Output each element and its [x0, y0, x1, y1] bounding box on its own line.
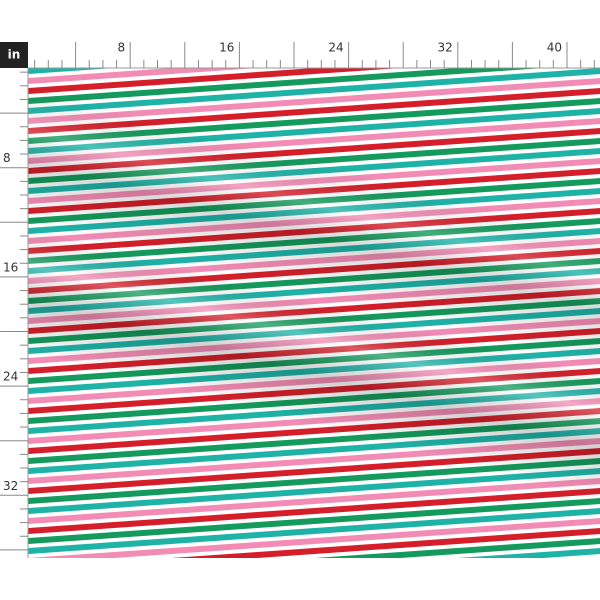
unit-box	[0, 42, 28, 68]
left-ruler-label: 16	[3, 260, 18, 274]
top-ruler-label: 32	[438, 41, 453, 55]
top-ruler-label: 16	[219, 41, 234, 55]
unit-label: in	[8, 48, 21, 62]
left-ruler-label: 32	[3, 479, 18, 493]
ruler-ticks	[0, 42, 595, 551]
left-ruler-label: 24	[3, 370, 18, 384]
top-ruler-label: 40	[547, 41, 562, 55]
top-ruler-label: 8	[118, 41, 126, 55]
top-ruler-label: 24	[328, 41, 343, 55]
fabric-shading	[28, 68, 600, 558]
left-ruler-label: 8	[3, 151, 11, 165]
